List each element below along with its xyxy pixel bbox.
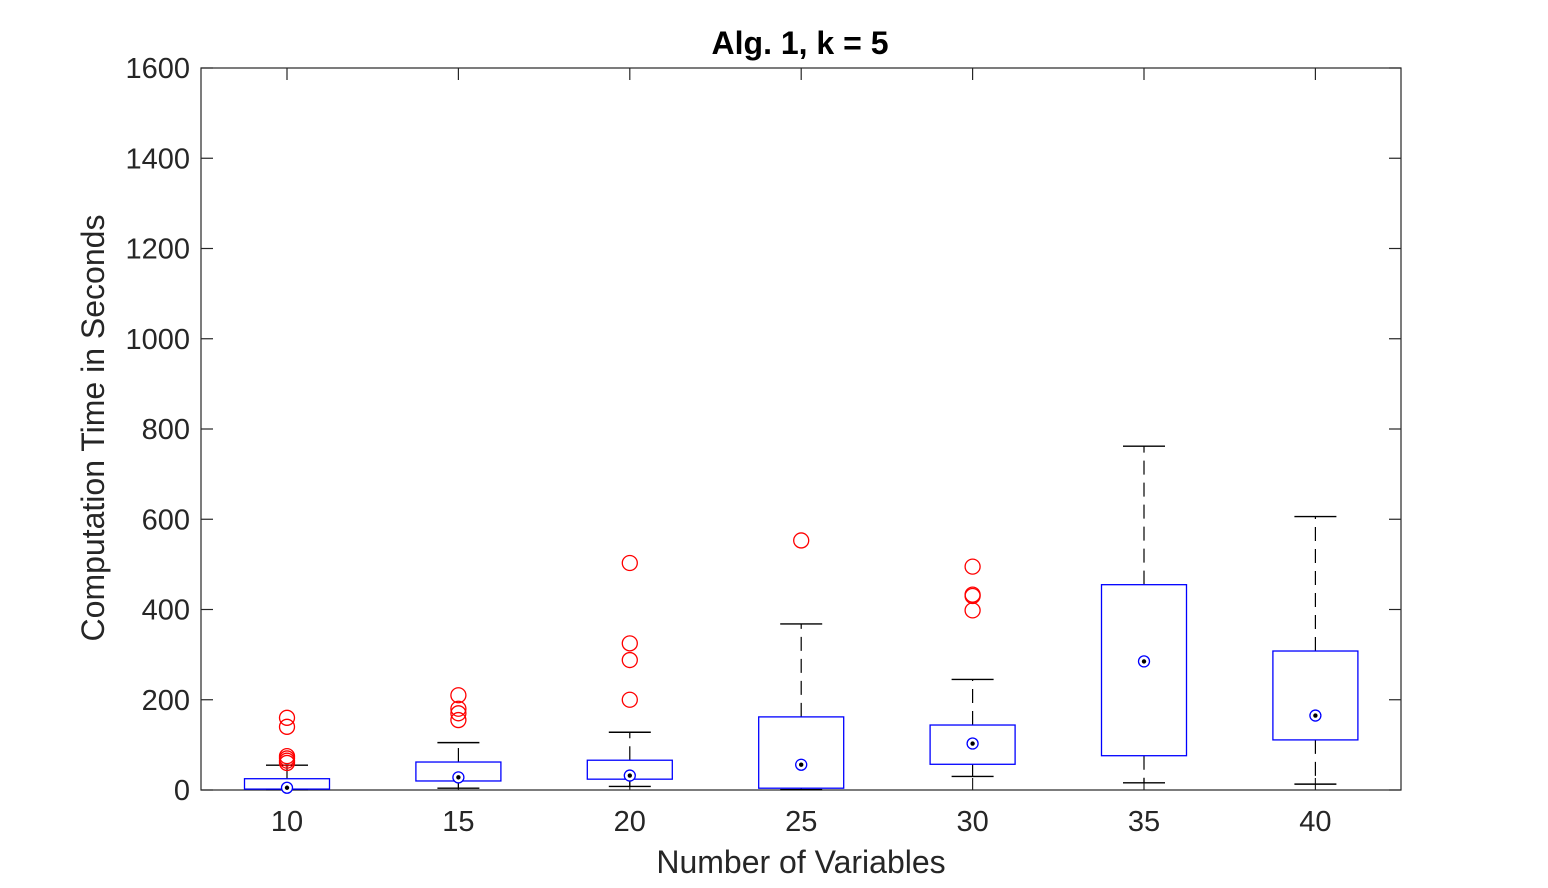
outlier-point xyxy=(621,651,638,669)
x-tick-label: 15 xyxy=(442,806,474,838)
chart-title: Alg. 1, k = 5 xyxy=(712,25,889,61)
x-tick-label: 35 xyxy=(1128,806,1160,838)
outlier-point xyxy=(450,700,467,717)
iqr-box xyxy=(758,716,845,789)
y-axis: 0 200 400 600 800 1000 1200 1400 1600 xyxy=(125,53,1401,807)
x-tick-label: 20 xyxy=(614,806,646,838)
box-group-30 xyxy=(929,558,1016,778)
y-tick-label: 1400 xyxy=(125,143,190,175)
iqr-box xyxy=(1272,650,1359,741)
outlier-point xyxy=(278,709,296,726)
y-tick-label: 1600 xyxy=(125,53,190,85)
x-tick-label: 10 xyxy=(271,806,303,838)
y-axis-label: Computation Time in Seconds xyxy=(75,215,111,642)
x-tick-label: 30 xyxy=(956,806,988,838)
y-tick-label: 800 xyxy=(142,414,190,446)
box-group-25 xyxy=(758,532,845,791)
y-tick-label: 0 xyxy=(174,775,190,807)
y-tick-label: 200 xyxy=(142,685,190,717)
median-marker-dot xyxy=(456,775,461,780)
median-marker-dot xyxy=(1313,713,1318,718)
median-marker-dot xyxy=(284,785,290,790)
median-marker-dot xyxy=(627,773,632,778)
median-marker-dot xyxy=(799,762,804,767)
outlier-point xyxy=(964,586,981,603)
outlier-point xyxy=(450,705,467,722)
box-series xyxy=(243,445,1359,794)
median-marker-dot xyxy=(1141,659,1147,664)
box-group-40 xyxy=(1272,515,1359,785)
outlier-point xyxy=(964,587,981,605)
y-tick-label: 1200 xyxy=(125,234,190,266)
y-tick-label: 400 xyxy=(142,595,190,627)
box-group-10 xyxy=(243,709,331,794)
box-group-15 xyxy=(415,687,502,789)
outlier-point xyxy=(621,691,638,708)
outlier-point xyxy=(450,687,467,704)
outlier-point xyxy=(793,532,810,549)
outlier-point xyxy=(964,558,981,575)
outlier-point xyxy=(621,635,638,652)
iqr-box xyxy=(1100,584,1188,757)
y-tick-label: 1000 xyxy=(125,324,190,356)
x-tick-label: 25 xyxy=(785,806,817,838)
box-group-35 xyxy=(1100,445,1188,784)
x-axis: 10 15 20 25 30 35 40 xyxy=(271,68,1332,838)
x-axis-label: Number of Variables xyxy=(656,844,945,880)
outlier-point xyxy=(278,748,296,765)
outlier-point xyxy=(621,554,638,572)
x-tick-label: 40 xyxy=(1299,806,1331,838)
outlier-point xyxy=(278,718,296,735)
median-marker-dot xyxy=(970,741,975,746)
outlier-point xyxy=(964,602,981,619)
y-tick-label: 600 xyxy=(142,504,190,536)
box-group-20 xyxy=(586,554,673,788)
outlier-point xyxy=(450,711,467,729)
